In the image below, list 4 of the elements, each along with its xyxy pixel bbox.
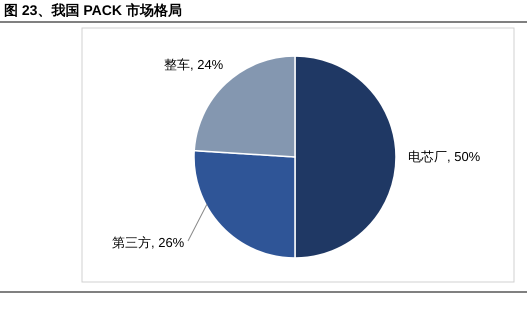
- slice-label: 电芯厂, 50%: [408, 149, 481, 164]
- slice-label: 第三方, 26%: [112, 235, 185, 250]
- chart-title: 图 23、我国 PACK 市场格局: [4, 2, 182, 18]
- slice-label: 整车, 24%: [164, 57, 224, 72]
